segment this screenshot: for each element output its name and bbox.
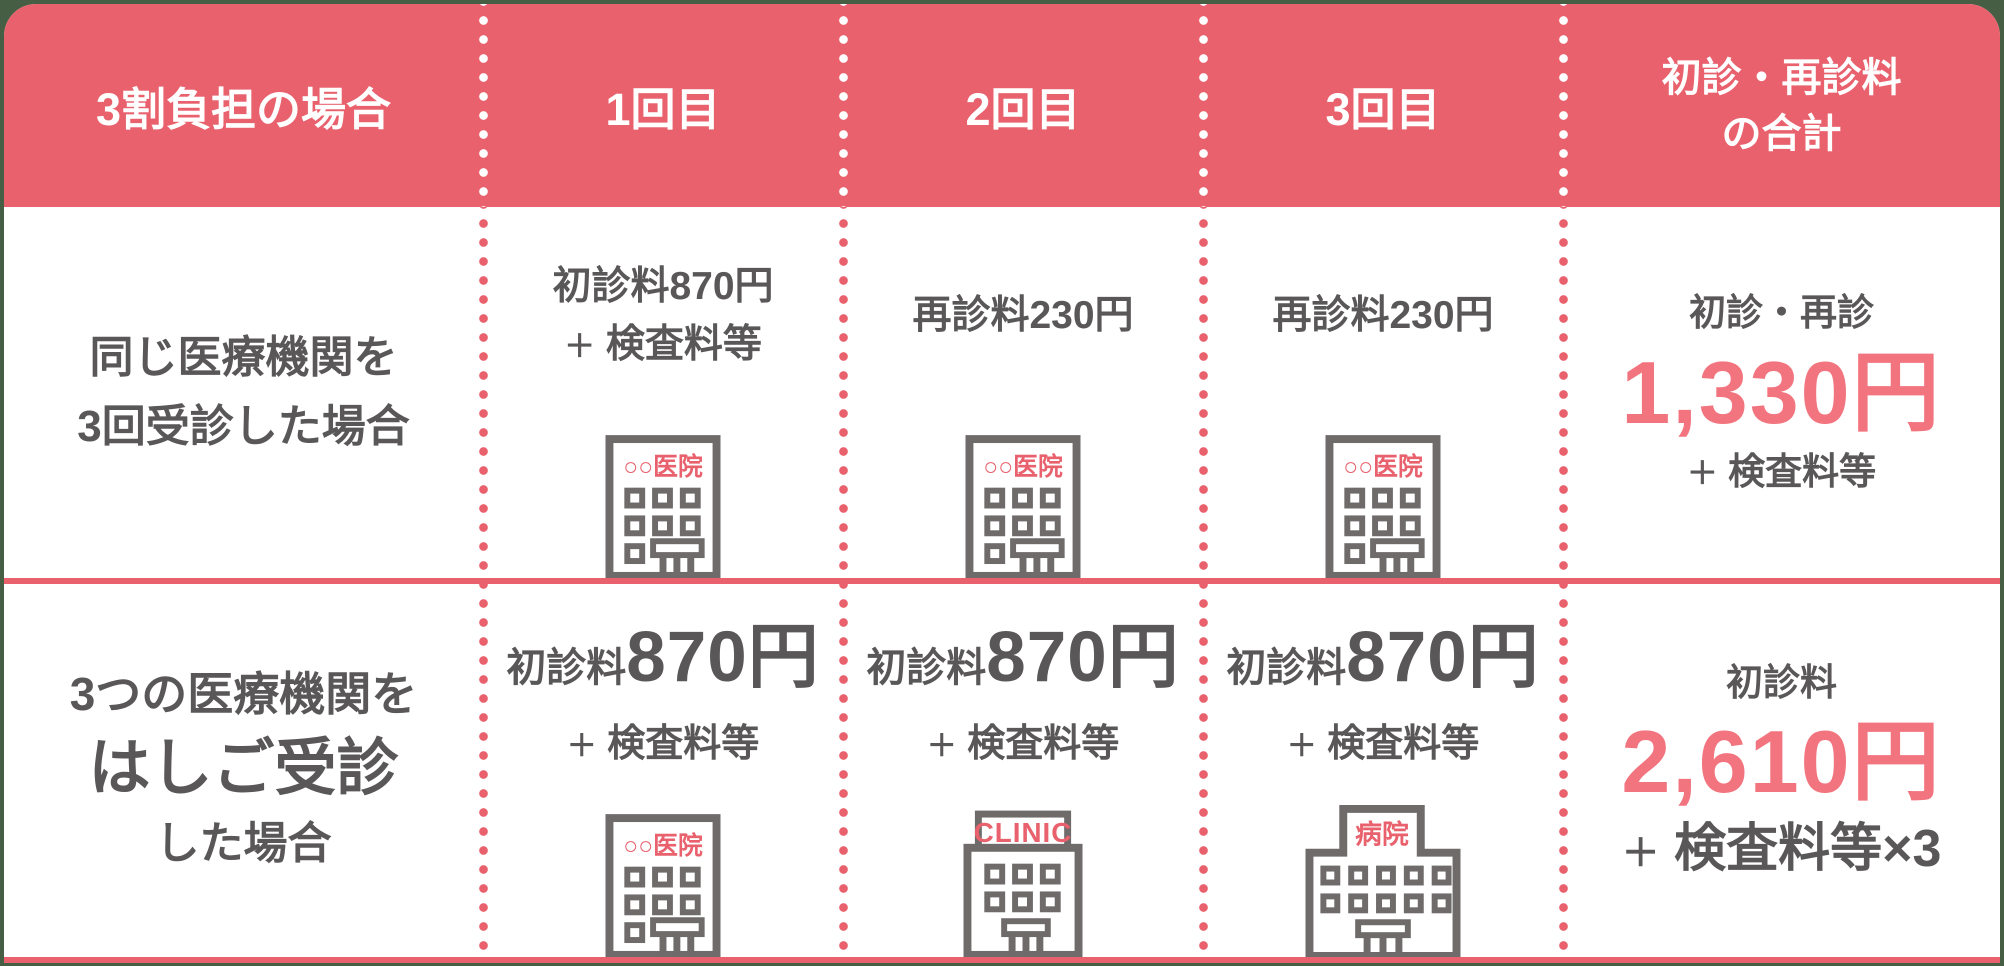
hospital-icon: 病院: [1305, 803, 1462, 960]
fee-label: 初診料: [506, 646, 627, 691]
fee-text: 再診料230円: [1272, 293, 1494, 337]
row2-visit2-cell: 初診料 870円 ＋ 検査料等 CLINIC: [843, 584, 1203, 960]
plus-sign: ＋: [1686, 455, 1718, 491]
medical-office-icon: ○○医院: [605, 434, 722, 581]
total-amount: 2,610円: [1621, 712, 1942, 812]
extra-fee-text: ＋ 検査料等: [564, 316, 762, 375]
extra-fee-text: ＋ 検査料等: [567, 712, 760, 767]
plus-sign: ＋: [564, 329, 596, 364]
header-cell-case: 3割負担の場合: [4, 4, 483, 207]
extra-fee-text: ＋ 検査料等: [1287, 712, 1480, 767]
total-label: 初診料: [1726, 661, 1837, 703]
building-sign-text: 病院: [1355, 819, 1409, 850]
extra-fee-text: ＋ 検査料等: [927, 712, 1120, 767]
extra-fee-label: 検査料等: [607, 722, 760, 765]
header-visit2-label: 2回目: [965, 84, 1081, 135]
total-label: 初診・再診: [1689, 292, 1874, 334]
fee-text: 初診料 870円: [506, 619, 819, 697]
header-cell-visit-2: 2回目: [843, 4, 1203, 207]
clinic-icon: CLINIC: [963, 809, 1084, 960]
row2-visit3-cell: 初診料 870円 ＋ 検査料等 病院: [1203, 584, 1563, 960]
cost-comparison-table: 3割負担の場合 1回目 2回目 3回目 初診・再診料 の合計 同じ医療機関を 3…: [4, 4, 2000, 963]
building-sign-text: ○○医院: [623, 452, 703, 481]
medical-office-icon: ○○医院: [1325, 434, 1442, 581]
header-total-label-line2: の合計: [1721, 111, 1842, 156]
row1-visit3-cell: 再診料230円 ○○医院: [1203, 207, 1563, 581]
total-extra: ＋ 検査料等: [1687, 448, 1876, 496]
fee-text: 初診料 870円: [866, 619, 1179, 697]
row2-label-line1: 3つの医療機関を: [69, 668, 418, 721]
row-multiple-institutions: 3つの医療機関を はしご受診 した場合 初診料 870円 ＋ 検査料等: [4, 584, 2000, 960]
row2-label-line3: した場合: [155, 819, 332, 869]
extra-fee-label: 検査料等: [605, 323, 762, 366]
header-cell-visit-1: 1回目: [483, 4, 843, 207]
row1-label-line1: 同じ医療機関を: [89, 333, 398, 383]
plus-sign: ＋: [566, 729, 597, 763]
row1-label-line2: 3回受診した場合: [77, 401, 410, 451]
extra-fee-label: 検査料等: [967, 722, 1120, 765]
header-total-label-line1: 初診・再診料: [1661, 55, 1902, 100]
row2-label-cell: 3つの医療機関を はしご受診 した場合: [4, 584, 483, 957]
medical-office-icon: ○○医院: [605, 813, 722, 960]
fee-amount: 870円: [626, 618, 820, 698]
fee-text: 初診料 870円: [1226, 619, 1539, 697]
row-divider-line: [4, 578, 2000, 584]
fee-label: 初診料: [866, 646, 987, 691]
header-visit1-label: 1回目: [605, 84, 721, 135]
row1-visit1-cell: 初診料870円 ＋ 検査料等 ○○医院: [483, 207, 843, 581]
plus-sign: ＋: [926, 729, 957, 763]
building-sign-text: CLINIC: [974, 817, 1073, 848]
total-amount: 1,330円: [1621, 342, 1942, 442]
plus-sign: ＋: [1286, 729, 1317, 763]
extra-fee-label: 検査料等: [1327, 722, 1480, 765]
medical-office-icon: ○○医院: [965, 434, 1082, 581]
row-same-institution: 同じ医療機関を 3回受診した場合 初診料870円 ＋ 検査料等 ○○医院: [4, 207, 2000, 581]
plus-sign: ＋: [1621, 833, 1660, 876]
table-header-row: 3割負担の場合 1回目 2回目 3回目 初診・再診料 の合計: [4, 4, 2000, 207]
row1-total-cell: 初診・再診 1,330円 ＋ 検査料等: [1563, 207, 2000, 578]
bottom-border-line: [4, 957, 2000, 963]
fee-text: 再診料230円: [912, 293, 1134, 337]
header-visit3-label: 3回目: [1325, 84, 1441, 135]
fee-amount: 870円: [986, 618, 1180, 698]
building-sign-text: ○○医院: [983, 452, 1063, 481]
total-extra: ＋ 検査料等×3: [1622, 817, 1942, 882]
total-extra-label: 検査料等×3: [1674, 820, 1942, 879]
header-case-label: 3割負担の場合: [95, 84, 392, 135]
total-extra-label: 検査料等: [1728, 450, 1877, 492]
fee-amount: 870円: [1346, 618, 1540, 698]
fee-label: 初診料: [1226, 646, 1347, 691]
row2-visit1-cell: 初診料 870円 ＋ 検査料等 ○○医院: [483, 584, 843, 960]
row1-label-cell: 同じ医療機関を 3回受診した場合: [4, 207, 483, 578]
row2-label-line2: はしご受診: [88, 733, 399, 803]
building-sign-text: ○○医院: [1343, 452, 1423, 481]
header-cell-total: 初診・再診料 の合計: [1563, 4, 2000, 207]
building-sign-text: ○○医院: [623, 831, 703, 860]
fee-text: 初診料870円: [552, 264, 774, 308]
header-cell-visit-3: 3回目: [1203, 4, 1563, 207]
row2-total-cell: 初診料 2,610円 ＋ 検査料等×3: [1563, 584, 2000, 957]
row1-visit2-cell: 再診料230円 ○○医院: [843, 207, 1203, 581]
